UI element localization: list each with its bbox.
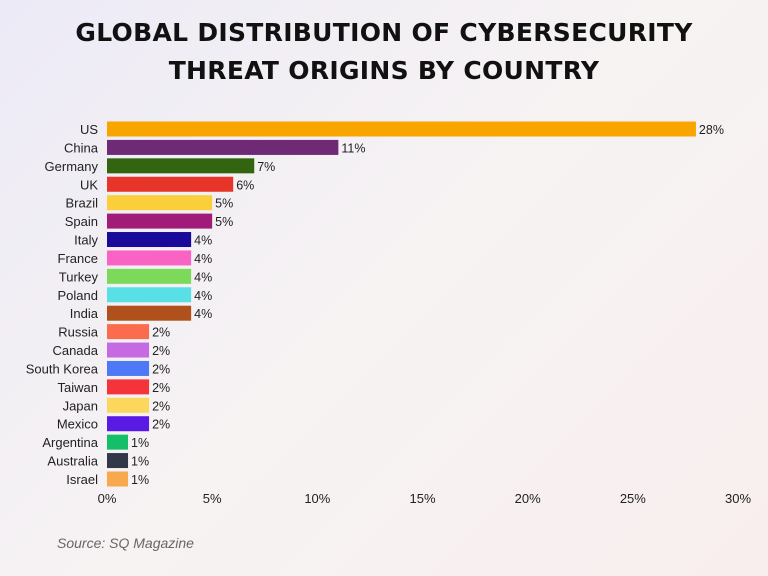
category-label: Australia	[47, 454, 98, 469]
chart-title-line-1: GLOBAL DISTRIBUTION OF CYBERSECURITY	[75, 18, 693, 47]
category-label: Spain	[65, 214, 98, 229]
bar	[107, 416, 150, 432]
category-label: Japan	[63, 398, 98, 413]
x-tick-label: 5%	[203, 491, 222, 506]
bar	[107, 213, 213, 229]
value-label: 4%	[194, 307, 212, 321]
bar	[107, 324, 150, 340]
value-label: 2%	[152, 344, 170, 358]
x-tick-label: 30%	[725, 491, 751, 506]
value-label: 2%	[152, 399, 170, 413]
bar	[107, 379, 150, 395]
category-label: Germany	[45, 159, 99, 174]
value-label: 4%	[194, 270, 212, 284]
value-label: 1%	[131, 436, 149, 450]
category-label: France	[58, 251, 98, 266]
category-label: US	[80, 122, 98, 137]
bar	[107, 195, 213, 211]
category-label: Argentina	[42, 435, 98, 450]
x-tick-label: 10%	[304, 491, 330, 506]
bar	[107, 342, 150, 358]
value-label: 2%	[152, 381, 170, 395]
value-label: 4%	[194, 289, 212, 303]
chart-title-line-2: THREAT ORIGINS BY COUNTRY	[168, 56, 600, 85]
bar	[107, 453, 129, 469]
value-label: 2%	[152, 362, 170, 376]
bar	[107, 305, 192, 321]
bar	[107, 397, 150, 413]
category-label: Turkey	[59, 269, 99, 284]
value-label: 2%	[152, 326, 170, 340]
x-tick-label: 25%	[620, 491, 646, 506]
bar	[107, 471, 129, 487]
category-label: India	[70, 306, 99, 321]
x-tick-label: 15%	[409, 491, 435, 506]
bar	[107, 139, 339, 155]
category-label: Israel	[66, 472, 98, 487]
category-label: Russia	[58, 325, 99, 340]
category-label: Mexico	[57, 417, 98, 432]
x-tick-label: 20%	[515, 491, 541, 506]
value-label: 7%	[257, 160, 275, 174]
value-label: 11%	[341, 141, 365, 155]
bar	[107, 158, 255, 174]
bar	[107, 287, 192, 303]
value-label: 1%	[131, 455, 149, 469]
category-label: UK	[80, 177, 98, 192]
category-label: Canada	[52, 343, 98, 358]
bar	[107, 250, 192, 266]
bar	[107, 268, 192, 284]
category-label: South Korea	[26, 361, 99, 376]
value-label: 28%	[699, 123, 724, 137]
category-label: Poland	[58, 288, 98, 303]
x-tick-label: 0%	[98, 491, 117, 506]
bar	[107, 121, 696, 137]
value-label: 2%	[152, 418, 170, 432]
chart-title: GLOBAL DISTRIBUTION OF CYBERSECURITY THR…	[0, 14, 768, 90]
bar	[107, 176, 234, 192]
bar	[107, 232, 192, 248]
bar	[107, 434, 129, 450]
category-label: Taiwan	[58, 380, 98, 395]
bar	[107, 360, 150, 376]
category-label: Brazil	[65, 196, 98, 211]
source-note: Source: SQ Magazine	[57, 535, 194, 551]
value-label: 1%	[131, 473, 149, 487]
value-label: 5%	[215, 197, 233, 211]
value-label: 4%	[194, 234, 212, 248]
category-label: Italy	[74, 233, 98, 248]
category-label: China	[64, 140, 99, 155]
value-label: 6%	[236, 178, 254, 192]
value-label: 4%	[194, 252, 212, 266]
value-label: 5%	[215, 215, 233, 229]
